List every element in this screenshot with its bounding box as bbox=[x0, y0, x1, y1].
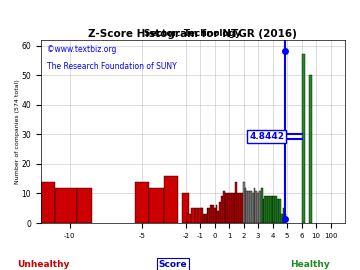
Bar bbox=[205, 214, 207, 223]
Text: The Research Foundation of SUNY: The Research Foundation of SUNY bbox=[47, 62, 177, 71]
Bar bbox=[241, 194, 243, 223]
Bar bbox=[149, 188, 164, 223]
Bar bbox=[309, 75, 312, 223]
Bar bbox=[268, 197, 270, 223]
Bar bbox=[217, 211, 219, 223]
Bar bbox=[221, 197, 223, 223]
Bar bbox=[235, 182, 237, 223]
Bar bbox=[135, 182, 149, 223]
Bar bbox=[253, 188, 255, 223]
Bar bbox=[208, 208, 210, 223]
Bar bbox=[284, 214, 286, 223]
Bar bbox=[201, 208, 203, 223]
Bar bbox=[255, 191, 257, 223]
Bar bbox=[225, 194, 226, 223]
Bar bbox=[274, 197, 275, 223]
Bar bbox=[207, 208, 208, 223]
Bar bbox=[243, 182, 244, 223]
Bar bbox=[263, 200, 265, 223]
Text: ©www.textbiz.org: ©www.textbiz.org bbox=[47, 45, 116, 54]
Bar bbox=[234, 194, 235, 223]
Bar bbox=[203, 214, 205, 223]
Bar bbox=[41, 182, 55, 223]
Bar bbox=[191, 208, 195, 223]
Y-axis label: Number of companies (574 total): Number of companies (574 total) bbox=[15, 79, 20, 184]
Bar bbox=[239, 194, 241, 223]
Bar bbox=[219, 202, 221, 223]
Bar bbox=[270, 197, 272, 223]
Bar bbox=[279, 200, 281, 223]
Bar bbox=[252, 194, 253, 223]
Bar bbox=[210, 205, 212, 223]
Bar bbox=[283, 208, 284, 223]
Bar bbox=[272, 197, 274, 223]
Bar bbox=[266, 197, 268, 223]
Bar bbox=[302, 55, 305, 223]
Bar bbox=[188, 214, 191, 223]
Bar bbox=[198, 208, 202, 223]
Bar bbox=[265, 197, 266, 223]
Bar bbox=[277, 200, 279, 223]
Bar bbox=[164, 176, 179, 223]
Text: 4.8442: 4.8442 bbox=[249, 132, 284, 141]
Bar bbox=[257, 194, 259, 223]
Bar bbox=[230, 194, 232, 223]
Bar bbox=[237, 194, 239, 223]
Bar bbox=[259, 191, 261, 223]
Bar bbox=[248, 191, 250, 223]
Bar bbox=[261, 188, 263, 223]
Bar bbox=[226, 194, 228, 223]
Bar bbox=[275, 197, 277, 223]
Bar bbox=[212, 205, 214, 223]
Bar bbox=[223, 191, 225, 223]
Bar bbox=[232, 194, 234, 223]
Text: Sector: Technology: Sector: Technology bbox=[144, 29, 241, 38]
Bar bbox=[281, 214, 283, 223]
Title: Z-Score Histogram for NTGR (2016): Z-Score Histogram for NTGR (2016) bbox=[89, 29, 297, 39]
Bar bbox=[246, 191, 248, 223]
Bar bbox=[55, 188, 77, 223]
Bar bbox=[228, 194, 230, 223]
Bar bbox=[195, 208, 198, 223]
Bar bbox=[182, 194, 189, 223]
Text: Score: Score bbox=[158, 260, 187, 269]
Bar bbox=[250, 191, 252, 223]
Bar bbox=[77, 188, 91, 223]
Bar bbox=[244, 188, 246, 223]
Bar bbox=[216, 205, 217, 223]
Bar bbox=[214, 208, 216, 223]
Text: Unhealthy: Unhealthy bbox=[17, 260, 69, 269]
Text: Healthy: Healthy bbox=[290, 260, 329, 269]
